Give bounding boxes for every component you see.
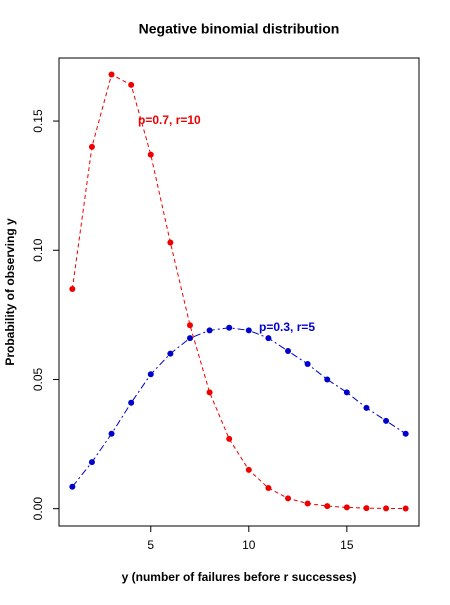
data-point xyxy=(383,505,390,512)
series-label: p=0.3, r=5 xyxy=(259,320,315,334)
data-point xyxy=(186,335,193,342)
y-tick-label: 0.15 xyxy=(31,109,45,133)
data-point xyxy=(265,485,272,492)
data-point xyxy=(206,389,213,396)
data-point xyxy=(147,371,154,378)
data-point xyxy=(304,360,311,367)
data-point xyxy=(363,505,370,512)
data-point xyxy=(285,495,292,502)
data-point xyxy=(147,151,154,158)
data-point xyxy=(285,348,292,355)
x-tick-label: 5 xyxy=(147,538,154,552)
y-tick-label: 0.00 xyxy=(31,497,45,521)
series-label: p=0.7, r=10 xyxy=(138,113,201,127)
x-axis-label: y (number of failures before r successes… xyxy=(122,570,357,584)
data-point xyxy=(167,350,174,357)
data-point xyxy=(265,335,272,342)
data-point xyxy=(226,324,233,331)
data-point xyxy=(108,71,115,78)
data-point xyxy=(108,430,115,437)
y-tick-label: 0.10 xyxy=(31,238,45,262)
data-point xyxy=(69,286,76,293)
data-point xyxy=(128,81,135,88)
data-point xyxy=(324,376,331,383)
series-line xyxy=(71,327,406,488)
data-point xyxy=(402,430,409,437)
data-point xyxy=(167,239,174,246)
data-point xyxy=(304,500,311,507)
data-point xyxy=(88,459,95,466)
data-point xyxy=(324,503,331,510)
series-line xyxy=(71,73,406,510)
data-point xyxy=(343,504,350,511)
data-point xyxy=(245,327,252,334)
x-tick-label: 10 xyxy=(242,538,256,552)
data-point xyxy=(186,322,193,329)
data-point xyxy=(88,143,95,150)
x-tick-label: 15 xyxy=(340,538,354,552)
data-point xyxy=(226,435,233,442)
plot-frame xyxy=(58,57,420,527)
data-point xyxy=(343,389,350,396)
y-axis-label: Probability of observing y xyxy=(3,218,17,366)
data-point xyxy=(383,417,390,424)
data-point xyxy=(245,466,252,473)
y-tick-label: 0.05 xyxy=(31,367,45,391)
data-point xyxy=(128,399,135,406)
data-point xyxy=(363,404,370,411)
chart-title: Negative binomial distribution xyxy=(139,21,340,37)
data-point xyxy=(69,483,76,490)
data-point xyxy=(206,327,213,334)
data-point xyxy=(402,505,409,512)
